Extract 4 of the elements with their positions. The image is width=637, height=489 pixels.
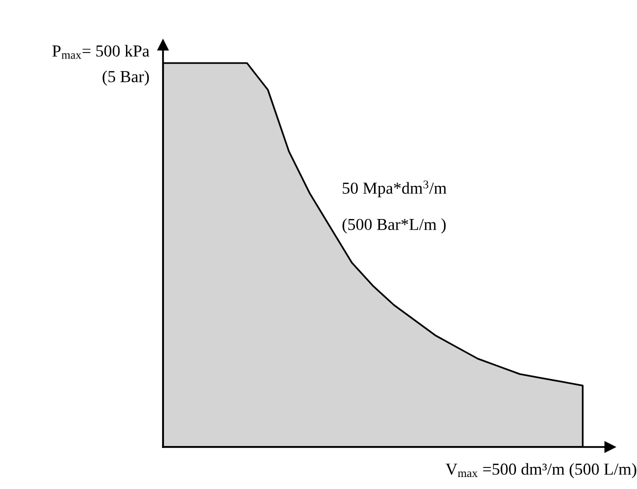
x-axis-title: V$_{max}$ =500 dm³/m (500 L/m) <box>446 463 636 478</box>
annotation: 50 Mpa*dm$^{3}$/m <box>342 180 446 198</box>
y-axis-title: P$_{max}$= 500 kPa (5 Bar) <box>52 44 150 86</box>
annotation: (500 Bar*L/m ) <box>342 218 446 234</box>
